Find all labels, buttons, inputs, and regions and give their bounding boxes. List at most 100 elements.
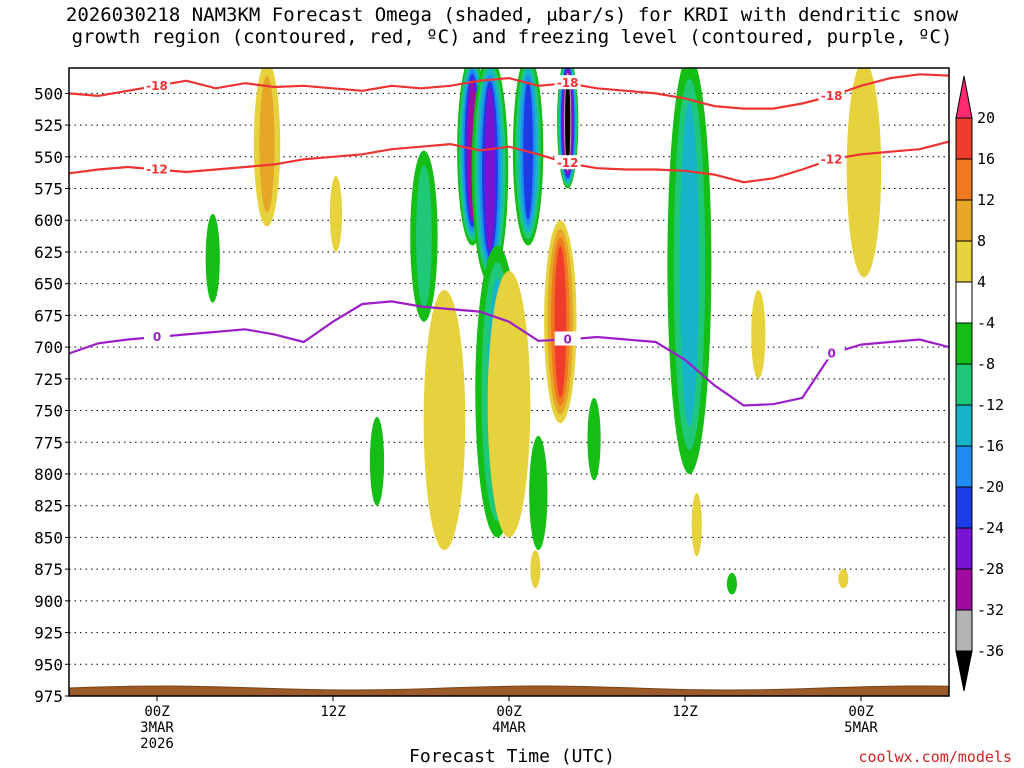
x-tick-label-0-0: 00Z xyxy=(144,704,169,720)
contour-label-0-2: -18 xyxy=(821,89,843,103)
contour-label-0-0: -18 xyxy=(146,79,168,93)
colorbar-label-12: -32 xyxy=(977,601,1004,619)
omega-feature-12-level-2 xyxy=(679,102,699,427)
omega-feature-1-level-0 xyxy=(205,213,220,303)
y-tick-label-700: 700 xyxy=(34,338,63,357)
omega-feature-3-level-1 xyxy=(416,165,432,308)
omega-feature-11-level-0 xyxy=(423,290,466,551)
colorbar-label-0: 20 xyxy=(977,109,995,127)
x-tick-label-0-2: 2026 xyxy=(140,736,174,752)
y-tick-label-825: 825 xyxy=(34,497,63,516)
contour-line-0 xyxy=(69,73,949,110)
contours: -18 -18 -18 -12 -12 -12 0 0 0 xyxy=(69,73,949,407)
omega-feature-7-level-8 xyxy=(565,75,571,169)
colorbar-label-5: -4 xyxy=(977,314,995,332)
colorbar-label-8: -16 xyxy=(977,437,1004,455)
colorbar-segment-7 xyxy=(955,404,973,447)
chart-title: 2026030218 NAM3KM Forecast Omega (shaded… xyxy=(0,4,1024,48)
colorbar-label-2: 12 xyxy=(977,191,995,209)
omega-feature-5-level-5 xyxy=(484,87,496,252)
y-tick-label-625: 625 xyxy=(34,243,63,262)
contour-label-bg-0-1 xyxy=(554,75,581,90)
y-tick-label-525: 525 xyxy=(34,116,63,135)
omega-feature-0-level-1 xyxy=(259,75,275,213)
contour-label-2-1: 0 xyxy=(563,332,571,346)
omega-feature-8-level-3 xyxy=(554,246,567,398)
x-tick-label-4-1: 5MAR xyxy=(844,720,878,736)
omega-feature-6-level-4 xyxy=(523,81,533,220)
y-tick-label-775: 775 xyxy=(34,433,63,452)
colorbar-segment-5 xyxy=(955,322,973,365)
contour-label-2-0: 0 xyxy=(153,330,161,344)
y-tick-label-900: 900 xyxy=(34,592,63,611)
x-tick-label-3-0: 12Z xyxy=(672,704,697,720)
y-tick-label-925: 925 xyxy=(34,624,63,643)
y-tick-label-850: 850 xyxy=(34,528,63,547)
terrain xyxy=(69,685,949,696)
contour-label-bg-2-0 xyxy=(144,328,170,343)
y-tick-label-675: 675 xyxy=(34,306,63,325)
chart-title-line-1: 2026030218 NAM3KM Forecast Omega (shaded… xyxy=(65,4,959,26)
contour-label-bg-1-0 xyxy=(144,161,170,176)
colorbar-bottom-arrow xyxy=(955,650,973,692)
omega-feature-10-level-0 xyxy=(487,270,531,538)
y-tick-label-575: 575 xyxy=(34,180,63,199)
colorbar-segment-8 xyxy=(955,445,973,488)
contour-label-bg-1-2 xyxy=(818,151,845,166)
y-tick-label-550: 550 xyxy=(34,148,63,167)
colorbar-label-9: -20 xyxy=(977,478,1004,496)
y-tick-label-650: 650 xyxy=(34,275,63,294)
contour-label-bg-2-1 xyxy=(554,331,581,346)
terrain-surface xyxy=(69,685,949,696)
y-tick-label-600: 600 xyxy=(34,211,63,230)
contour-label-2-2: 0 xyxy=(827,346,835,360)
contour-label-bg-0-2 xyxy=(818,87,845,102)
y-tick-label-875: 875 xyxy=(34,560,63,579)
colorbar-segment-10 xyxy=(955,527,973,570)
x-tick-label-2-1: 4MAR xyxy=(492,720,526,736)
colorbar-segment-12 xyxy=(955,609,973,652)
colorbar-segment-3 xyxy=(955,240,973,283)
omega-feature-14-level-0 xyxy=(369,416,385,506)
omega-feature-21-level-0 xyxy=(838,569,849,589)
contour-line-2 xyxy=(69,300,949,407)
colorbar-label-3: 8 xyxy=(977,232,986,250)
contour-label-1-0: -12 xyxy=(146,162,168,176)
y-tick-label-750: 750 xyxy=(34,402,63,421)
contour-label-bg-1-1 xyxy=(554,155,581,170)
colorbar-label-10: -24 xyxy=(977,519,1004,537)
colorbar-label-11: -28 xyxy=(977,560,1004,578)
contour-label-0-1: -18 xyxy=(557,76,579,90)
omega-feature-19-level-0 xyxy=(751,290,766,379)
contour-line-1 xyxy=(69,140,949,184)
x-tick-label-2-0: 00Z xyxy=(496,704,521,720)
y-axis: 500 525 550 575 600 625 650 675 700 725 750 775 800 8… xyxy=(34,84,69,706)
colorbar-segment-0 xyxy=(955,117,973,160)
y-tick-label-500: 500 xyxy=(34,84,63,103)
y-tick-label-950: 950 xyxy=(34,655,63,674)
colorbar-segment-1 xyxy=(955,158,973,201)
contour-label-1-2: -12 xyxy=(821,152,843,166)
contour-label-1-1: -12 xyxy=(557,156,579,170)
omega-feature-17-level-0 xyxy=(530,550,541,589)
omega-feature-2-level-0 xyxy=(329,175,343,252)
y-tick-label-975: 975 xyxy=(34,687,63,706)
x-tick-label-4-0: 00Z xyxy=(848,704,873,720)
colorbar: 20 16 12 8 4 -4 -8 -12 -16 -20 -24 -28 -32 -36 xyxy=(955,75,1004,692)
x-axis-label: Forecast Time (UTC) xyxy=(409,746,615,767)
colorbar-label-13: -36 xyxy=(977,642,1004,660)
colorbar-top-arrow xyxy=(955,75,973,119)
y-tick-label-725: 725 xyxy=(34,370,63,389)
x-tick-label-1-0: 12Z xyxy=(320,704,345,720)
omega-feature-20-level-0 xyxy=(726,572,737,595)
colorbar-label-6: -8 xyxy=(977,355,995,373)
colorbar-segment-11 xyxy=(955,568,973,611)
omega-feature-18-level-0 xyxy=(691,493,702,557)
colorbar-segment-4 xyxy=(955,281,973,324)
contour-label-bg-2-2 xyxy=(818,345,845,360)
colorbar-label-1: 16 xyxy=(977,150,995,168)
chart-title-line-2: growth region (contoured, red, ºC) and f… xyxy=(71,26,953,48)
omega-feature-16-level-0 xyxy=(587,397,601,481)
